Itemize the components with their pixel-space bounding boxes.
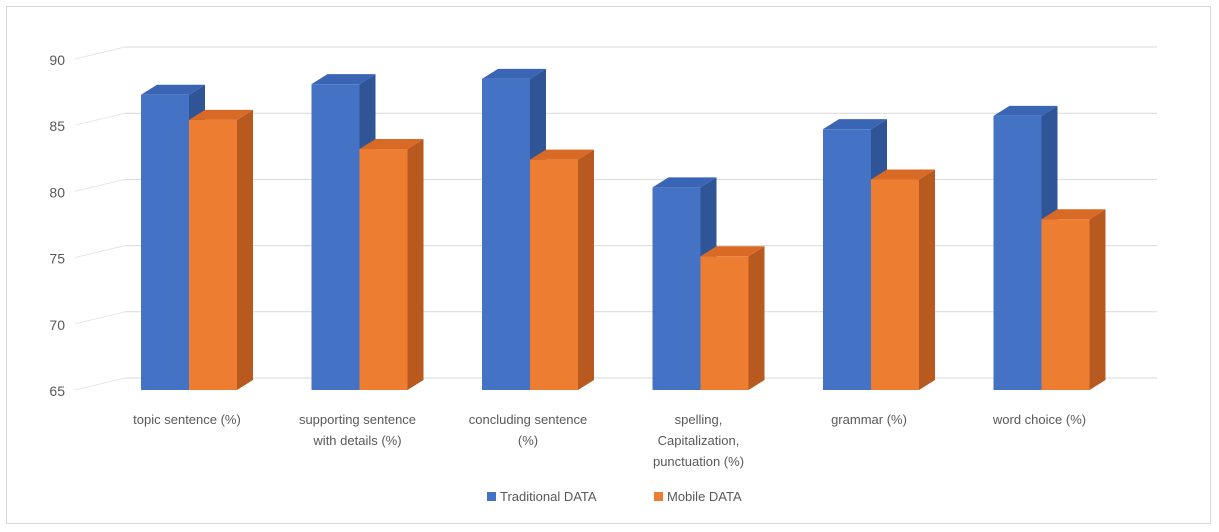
bar-top — [359, 139, 424, 150]
legend-swatch — [654, 492, 663, 501]
legend-item: Traditional DATA — [487, 489, 597, 504]
category-label: topic sentence (%) — [133, 412, 241, 427]
bar-top — [189, 109, 253, 120]
y-tick-label: 65 — [49, 383, 65, 399]
bar-top — [700, 246, 765, 257]
bar-front — [189, 119, 237, 391]
bar-top — [1041, 209, 1106, 220]
category-label: grammar (%) — [831, 412, 907, 427]
bar-side — [919, 169, 935, 390]
bar-front — [530, 159, 578, 390]
bar-front — [652, 187, 701, 390]
bar-side — [748, 246, 765, 390]
y-tick-label: 70 — [49, 317, 65, 333]
bar — [530, 149, 594, 390]
bar-front — [700, 256, 749, 390]
bar — [189, 109, 253, 391]
y-tick-label: 90 — [49, 52, 65, 68]
bar-top — [141, 84, 205, 95]
gridline-side — [74, 311, 126, 325]
bar-top — [823, 119, 887, 130]
y-tick-label: 80 — [49, 184, 65, 200]
bars — [141, 68, 1106, 391]
bar-top — [482, 68, 546, 79]
bar-side — [237, 109, 253, 391]
bar-front — [482, 78, 530, 391]
y-tick-label: 85 — [49, 118, 65, 134]
bar-front — [311, 84, 360, 390]
gridline-side — [74, 245, 126, 259]
bar — [1041, 209, 1106, 390]
legend-swatch — [487, 492, 496, 501]
gridline-side — [74, 377, 126, 391]
bar-top — [311, 74, 376, 85]
chart-frame: 65 70 75 80 85 90 topic sentence (%) supportin… — [6, 6, 1211, 524]
category-label: supporting sentence with details (%) — [299, 412, 416, 448]
bar-top — [993, 105, 1058, 116]
gridlines — [74, 46, 1157, 391]
bar-front — [823, 129, 871, 390]
bar-top — [652, 177, 717, 188]
bar-top — [530, 149, 594, 160]
legend-label: Traditional DATA — [500, 489, 597, 504]
y-axis-ticks: 65 70 75 80 85 90 — [49, 52, 65, 399]
gridline-side — [74, 112, 126, 126]
legend-label: Mobile DATA — [667, 489, 742, 504]
category-label: concluding sentence (%) — [469, 412, 588, 448]
y-tick-label: 75 — [49, 251, 65, 267]
bar-side — [1089, 209, 1106, 390]
bar-side — [407, 139, 424, 390]
bar-front — [359, 149, 408, 390]
gridline-side — [74, 178, 126, 192]
bar — [700, 246, 765, 390]
bar-front — [871, 179, 919, 390]
bar-side — [578, 149, 594, 390]
bar-chart: 65 70 75 80 85 90 topic sentence (%) supportin… — [49, 46, 1157, 504]
legend: Traditional DATA Mobile DATA — [487, 489, 742, 504]
bar — [359, 139, 424, 390]
bar-front — [993, 115, 1042, 390]
bar — [871, 169, 935, 390]
gridline-side — [74, 46, 126, 60]
bar-top — [871, 169, 935, 180]
category-labels: topic sentence (%) supporting sentence wit… — [133, 412, 1086, 469]
category-label: spelling, Capitalization, punctuation (%) — [653, 412, 744, 469]
legend-item: Mobile DATA — [654, 489, 742, 504]
bar-front — [141, 94, 189, 391]
category-label: word choice (%) — [992, 412, 1086, 427]
bar-front — [1041, 219, 1090, 390]
